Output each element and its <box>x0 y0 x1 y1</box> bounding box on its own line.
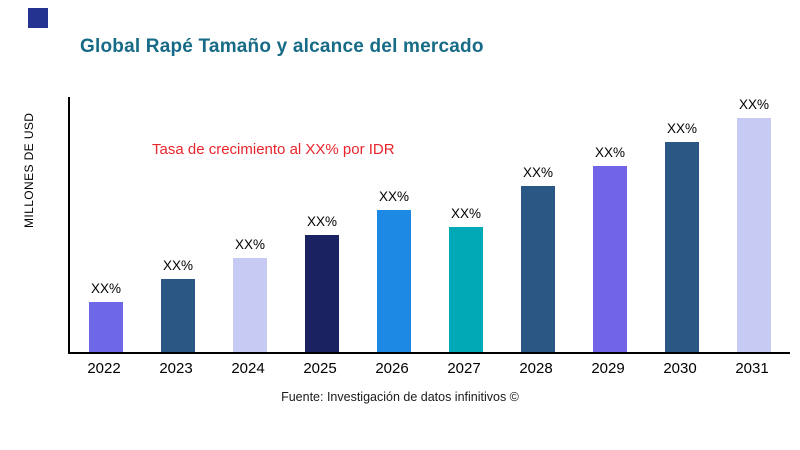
brand-logo <box>28 8 48 28</box>
bar-2023 <box>161 279 195 352</box>
bar-group: XX% XX% XX% XX% XX% XX% XX% XX% XX% XX% <box>70 97 790 352</box>
bar-2024 <box>233 257 267 352</box>
bar-2028 <box>521 186 555 352</box>
bar-value-label-2031: XX% <box>738 97 769 112</box>
x-tick-2029: 2029 <box>591 360 625 377</box>
bar-slot-2029: XX% <box>574 97 646 352</box>
x-tick-2031: 2031 <box>735 360 769 377</box>
x-tick-2028: 2028 <box>519 360 553 377</box>
x-tick-2023: 2023 <box>159 360 193 377</box>
x-axis-labels: 2022 2023 2024 2025 2026 2027 2028 2029 2030 2031 <box>68 360 788 377</box>
bar-slot-2030: XX% <box>646 97 718 352</box>
bar-slot-2027: XX% <box>430 97 502 352</box>
x-tick-2026: 2026 <box>375 360 409 377</box>
bar-value-label-2024: XX% <box>234 236 265 252</box>
growth-annotation: Tasa de crecimiento al XX% por IDR <box>152 141 395 158</box>
bar-slot-2024: XX% <box>214 97 286 352</box>
bar-2031 <box>737 118 771 352</box>
bar-2030 <box>665 141 699 352</box>
bar-2022 <box>89 302 123 352</box>
bar-value-label-2026: XX% <box>378 189 409 205</box>
bar-2026 <box>377 210 411 352</box>
x-tick-2022: 2022 <box>87 360 121 377</box>
bar-2029 <box>593 165 627 352</box>
bar-value-label-2022: XX% <box>90 281 121 297</box>
bar-2027 <box>449 227 483 352</box>
chart-title: Global Rapé Tamaño y alcance del mercado <box>80 36 484 57</box>
source-caption: Fuente: Investigación de datos infinitiv… <box>281 390 519 404</box>
bar-value-label-2028: XX% <box>522 165 553 181</box>
bar-slot-2025: XX% <box>286 97 358 352</box>
x-tick-2024: 2024 <box>231 360 265 377</box>
x-tick-2027: 2027 <box>447 360 481 377</box>
bar-slot-2022: XX% <box>70 97 142 352</box>
bar-value-label-2023: XX% <box>162 258 193 274</box>
bar-slot-2031: XX% <box>718 97 790 352</box>
bar-value-label-2025: XX% <box>306 213 337 229</box>
x-tick-2025: 2025 <box>303 360 337 377</box>
bar-value-label-2027: XX% <box>450 206 481 222</box>
bar-value-label-2029: XX% <box>594 144 625 160</box>
x-tick-2030: 2030 <box>663 360 697 377</box>
bar-2025 <box>305 234 339 352</box>
plot-area: Tasa de crecimiento al XX% por IDR XX% XX… <box>68 97 790 354</box>
bar-slot-2023: XX% <box>142 97 214 352</box>
bar-value-label-2030: XX% <box>666 120 697 136</box>
y-axis-label: MILLONES DE USD <box>22 112 36 228</box>
bar-slot-2028: XX% <box>502 97 574 352</box>
bar-slot-2026: XX% <box>358 97 430 352</box>
